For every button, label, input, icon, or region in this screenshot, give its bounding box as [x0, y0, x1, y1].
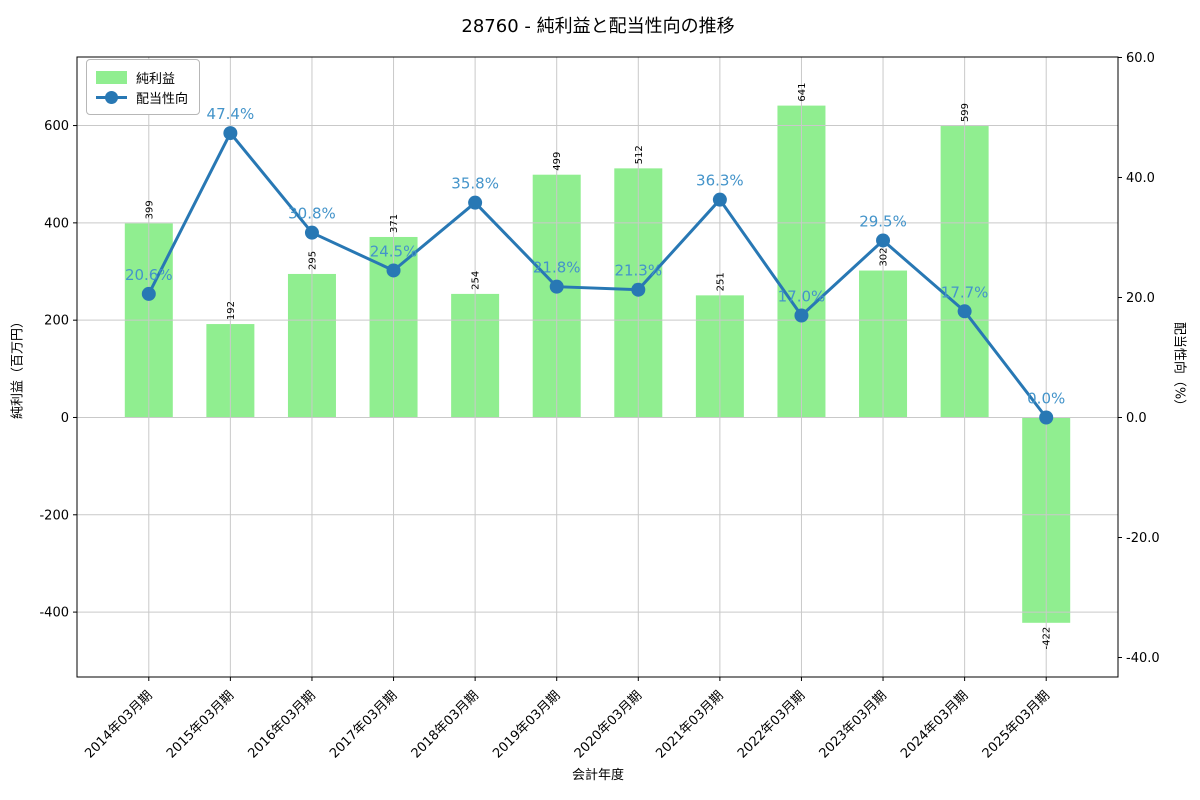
percent-label: 21.8% — [533, 259, 581, 277]
percent-label: 21.3% — [614, 262, 662, 280]
x-tick-label: 2022年03月期 — [735, 688, 808, 761]
percent-label: 30.8% — [288, 205, 336, 223]
line-marker — [141, 286, 156, 301]
left-tick-label: -200 — [39, 508, 69, 523]
legend-label: 純利益 — [136, 71, 176, 87]
legend-item-payout-ratio: 配当性向 — [96, 87, 188, 107]
left-tick-label: 600 — [44, 119, 69, 134]
legend-label: 配当性向 — [136, 91, 189, 107]
line-marker — [631, 282, 646, 297]
bar-value-label: 302 — [879, 247, 890, 266]
percent-label: 29.5% — [859, 212, 907, 230]
right-tick-label: -40.0 — [1126, 651, 1160, 666]
percent-label: 17.7% — [941, 283, 989, 301]
bar-value-label: 295 — [307, 251, 318, 270]
right-tick-label: -20.0 — [1126, 531, 1160, 546]
x-tick-label: 2021年03月期 — [653, 688, 726, 761]
line-marker — [386, 263, 401, 278]
right-tick-label: 40.0 — [1126, 171, 1155, 186]
x-tick-label: 2018年03月期 — [409, 688, 482, 761]
right-tick-label: 20.0 — [1126, 291, 1155, 306]
x-tick-label: 2023年03月期 — [817, 688, 890, 761]
chart-title: 28760 - 純利益と配当性向の推移 — [461, 16, 735, 37]
percent-label: 47.4% — [207, 105, 255, 123]
percent-label: 0.0% — [1027, 389, 1065, 407]
axes-frame — [76, 56, 1119, 678]
bar-value-label: 641 — [797, 83, 808, 102]
percent-label: 35.8% — [451, 175, 499, 193]
line-marker — [223, 126, 238, 141]
line-marker — [468, 195, 483, 210]
x-tick-label: 2017年03月期 — [327, 688, 400, 761]
bar-value-label: 254 — [471, 271, 482, 290]
x-tick-label: 2019年03月期 — [490, 688, 563, 761]
line-marker — [876, 233, 891, 248]
bar-value-label: -422 — [1042, 627, 1053, 650]
bar-value-label: 512 — [634, 145, 645, 164]
x-axis-label: 会計年度 — [571, 768, 624, 783]
percent-label: 24.5% — [370, 242, 418, 260]
bar-value-label: 599 — [960, 103, 971, 122]
line-marker-swatch-icon — [96, 90, 127, 104]
bar-value-label: 499 — [552, 152, 563, 171]
left-tick-label: -400 — [39, 606, 69, 621]
line-marker — [794, 308, 809, 323]
line-marker — [1039, 410, 1054, 425]
bar-value-label: 192 — [226, 301, 237, 320]
line-marker — [549, 279, 564, 294]
left-tick-label: 0 — [61, 411, 69, 426]
x-tick-label: 2020年03月期 — [572, 688, 645, 761]
x-tick-label: 2016年03月期 — [246, 688, 319, 761]
line-marker — [957, 304, 972, 319]
bar-swatch-icon — [96, 70, 127, 84]
line-marker — [304, 225, 319, 240]
x-tick-label: 2014年03月期 — [82, 688, 155, 761]
percent-label: 17.0% — [778, 287, 826, 305]
x-tick-label: 2015年03月期 — [164, 688, 237, 761]
right-tick-label: 0.0 — [1126, 411, 1147, 426]
right-tick-label: 60.0 — [1126, 51, 1155, 66]
legend: 純利益 配当性向 — [86, 59, 201, 115]
percent-label: 36.3% — [696, 172, 744, 190]
legend-item-net-profit: 純利益 — [96, 67, 188, 87]
payout-ratio-line — [147, 131, 1048, 419]
left-tick-label: 200 — [44, 314, 69, 329]
x-tick-label: 2024年03月期 — [898, 688, 971, 761]
x-tick-label: 2025年03月期 — [980, 688, 1053, 761]
line-marker — [712, 192, 727, 207]
left-tick-label: 400 — [44, 216, 69, 231]
percent-label: 20.6% — [125, 266, 173, 284]
bar-value-label: 371 — [389, 214, 400, 233]
bar-value-label: 251 — [715, 272, 726, 291]
bar-value-label: 399 — [144, 200, 155, 219]
